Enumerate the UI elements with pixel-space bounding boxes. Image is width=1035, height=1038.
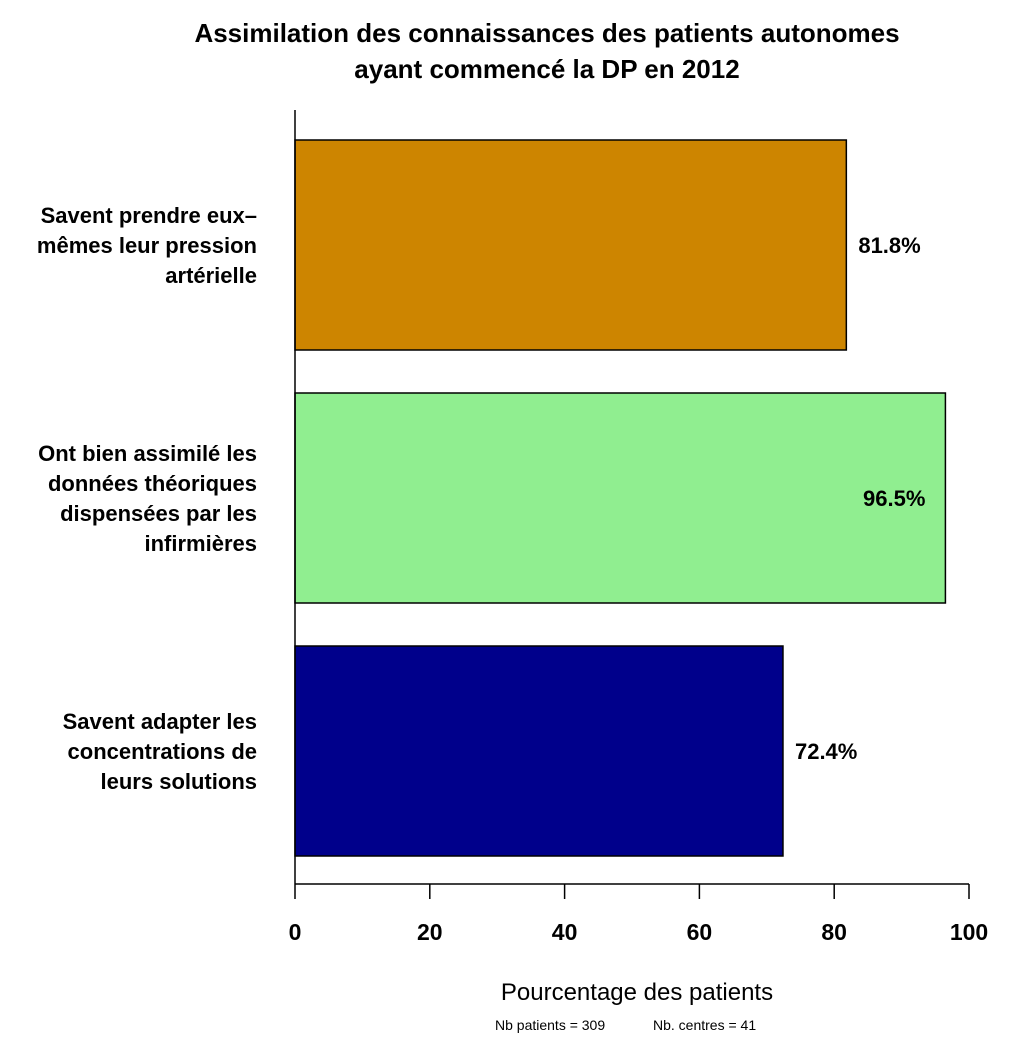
- category-label-2-line-3: dispensées par les: [60, 501, 257, 526]
- category-label-3-line-1: Savent adapter les: [63, 709, 257, 734]
- category-label-3-line-3: leurs solutions: [101, 769, 257, 794]
- category-label-1-line-1: Savent prendre eux–: [41, 203, 257, 228]
- x-tick-label-0: 0: [289, 919, 302, 945]
- data-label-1: 81.8%: [858, 233, 920, 258]
- bar-1: [294, 139, 848, 351]
- x-tick-label-40: 40: [552, 919, 578, 945]
- footnote-centres: Nb. centres = 41: [653, 1017, 756, 1033]
- x-tick-label-60: 60: [687, 919, 713, 945]
- bar-2: [294, 392, 947, 604]
- category-label-1-line-3: artérielle: [165, 263, 257, 288]
- category-label-3-line-2: concentrations de: [68, 739, 257, 764]
- chart-title-line-2: ayant commencé la DP en 2012: [354, 54, 739, 84]
- data-label-3: 72.4%: [795, 739, 857, 764]
- x-tick-label-80: 80: [821, 919, 847, 945]
- x-tick-label-100: 100: [950, 919, 988, 945]
- data-label-2: 96.5%: [863, 486, 925, 511]
- category-label-2-line-4: infirmières: [145, 531, 258, 556]
- footnote-patients: Nb patients = 309: [495, 1017, 605, 1033]
- bar-3: [294, 645, 784, 857]
- x-tick-label-20: 20: [417, 919, 443, 945]
- category-label-2-line-1: Ont bien assimilé les: [38, 441, 257, 466]
- chart-title-line-1: Assimilation des connaissances des patie…: [194, 18, 899, 48]
- x-axis-label: Pourcentage des patients: [501, 979, 773, 1006]
- category-label-1-line-2: mêmes leur pression: [37, 233, 257, 258]
- category-label-2-line-2: données théoriques: [48, 471, 257, 496]
